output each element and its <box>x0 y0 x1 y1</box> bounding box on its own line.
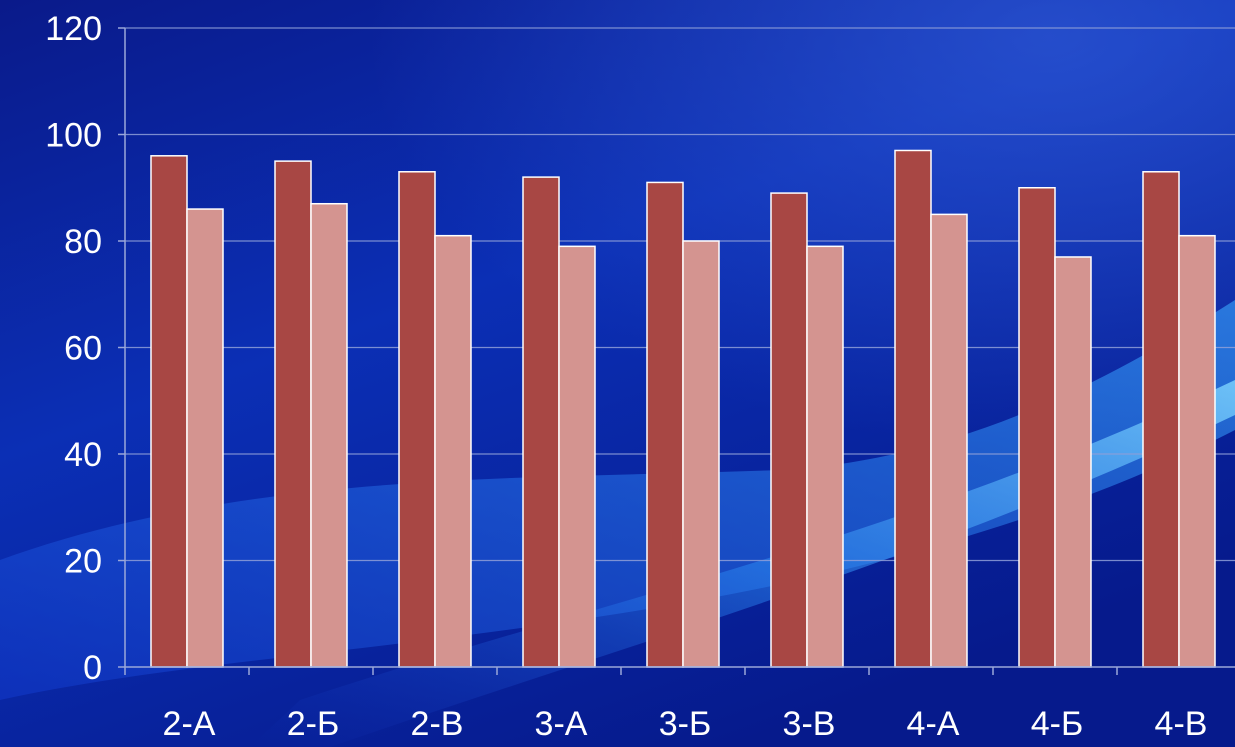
y-tick-label-60: 60 <box>64 330 102 368</box>
bar-4-Б-series-1 <box>1018 187 1056 668</box>
bar-2-В-series-2 <box>434 234 472 668</box>
bar-2-А-series-1 <box>150 155 188 668</box>
y-tick-label-120: 120 <box>45 10 102 48</box>
y-tick-label-80: 80 <box>64 223 102 261</box>
bar-2-В-series-1 <box>398 171 436 668</box>
bar-2-Б-series-1 <box>274 160 312 668</box>
bar-4-В-series-2 <box>1178 234 1216 668</box>
bar-3-Б-series-1 <box>646 181 684 668</box>
x-tick-label-4-В: 4-В <box>1155 705 1208 743</box>
x-tick-label-3-Б: 3-Б <box>659 705 712 743</box>
x-tick-label-3-А: 3-А <box>535 705 588 743</box>
bars <box>150 149 1216 668</box>
x-tick-label-2-А: 2-А <box>163 705 216 743</box>
bar-3-В-series-1 <box>770 192 808 668</box>
bar-4-Б-series-2 <box>1054 256 1092 668</box>
bar-2-Б-series-2 <box>310 202 348 668</box>
y-tick-label-100: 100 <box>45 117 102 155</box>
bar-4-А-series-1 <box>894 149 932 668</box>
x-tick-label-2-В: 2-В <box>411 705 464 743</box>
x-tick-label-2-Б: 2-Б <box>287 705 340 743</box>
x-tick-label-3-В: 3-В <box>783 705 836 743</box>
y-tick-labels: 0 20 40 60 80 100 120 <box>45 10 102 687</box>
x-tick-label-4-Б: 4-Б <box>1031 705 1084 743</box>
bar-4-В-series-1 <box>1142 171 1180 668</box>
y-tick-label-40: 40 <box>64 436 102 474</box>
axes <box>118 27 1235 675</box>
bar-3-А-series-1 <box>522 176 560 668</box>
bar-3-Б-series-2 <box>682 240 720 668</box>
y-tick-label-0: 0 <box>83 649 102 687</box>
x-tick-labels: 2-А 2-Б 2-В 3-А 3-Б 3-В 4-А 4-Б 4-В <box>163 705 1208 743</box>
bar-2-А-series-2 <box>186 208 224 668</box>
bar-4-А-series-2 <box>930 213 968 668</box>
bar-3-А-series-2 <box>558 245 596 668</box>
y-tick-label-20: 20 <box>64 543 102 581</box>
bar-3-В-series-2 <box>806 245 844 668</box>
x-tick-label-4-А: 4-А <box>907 705 960 743</box>
